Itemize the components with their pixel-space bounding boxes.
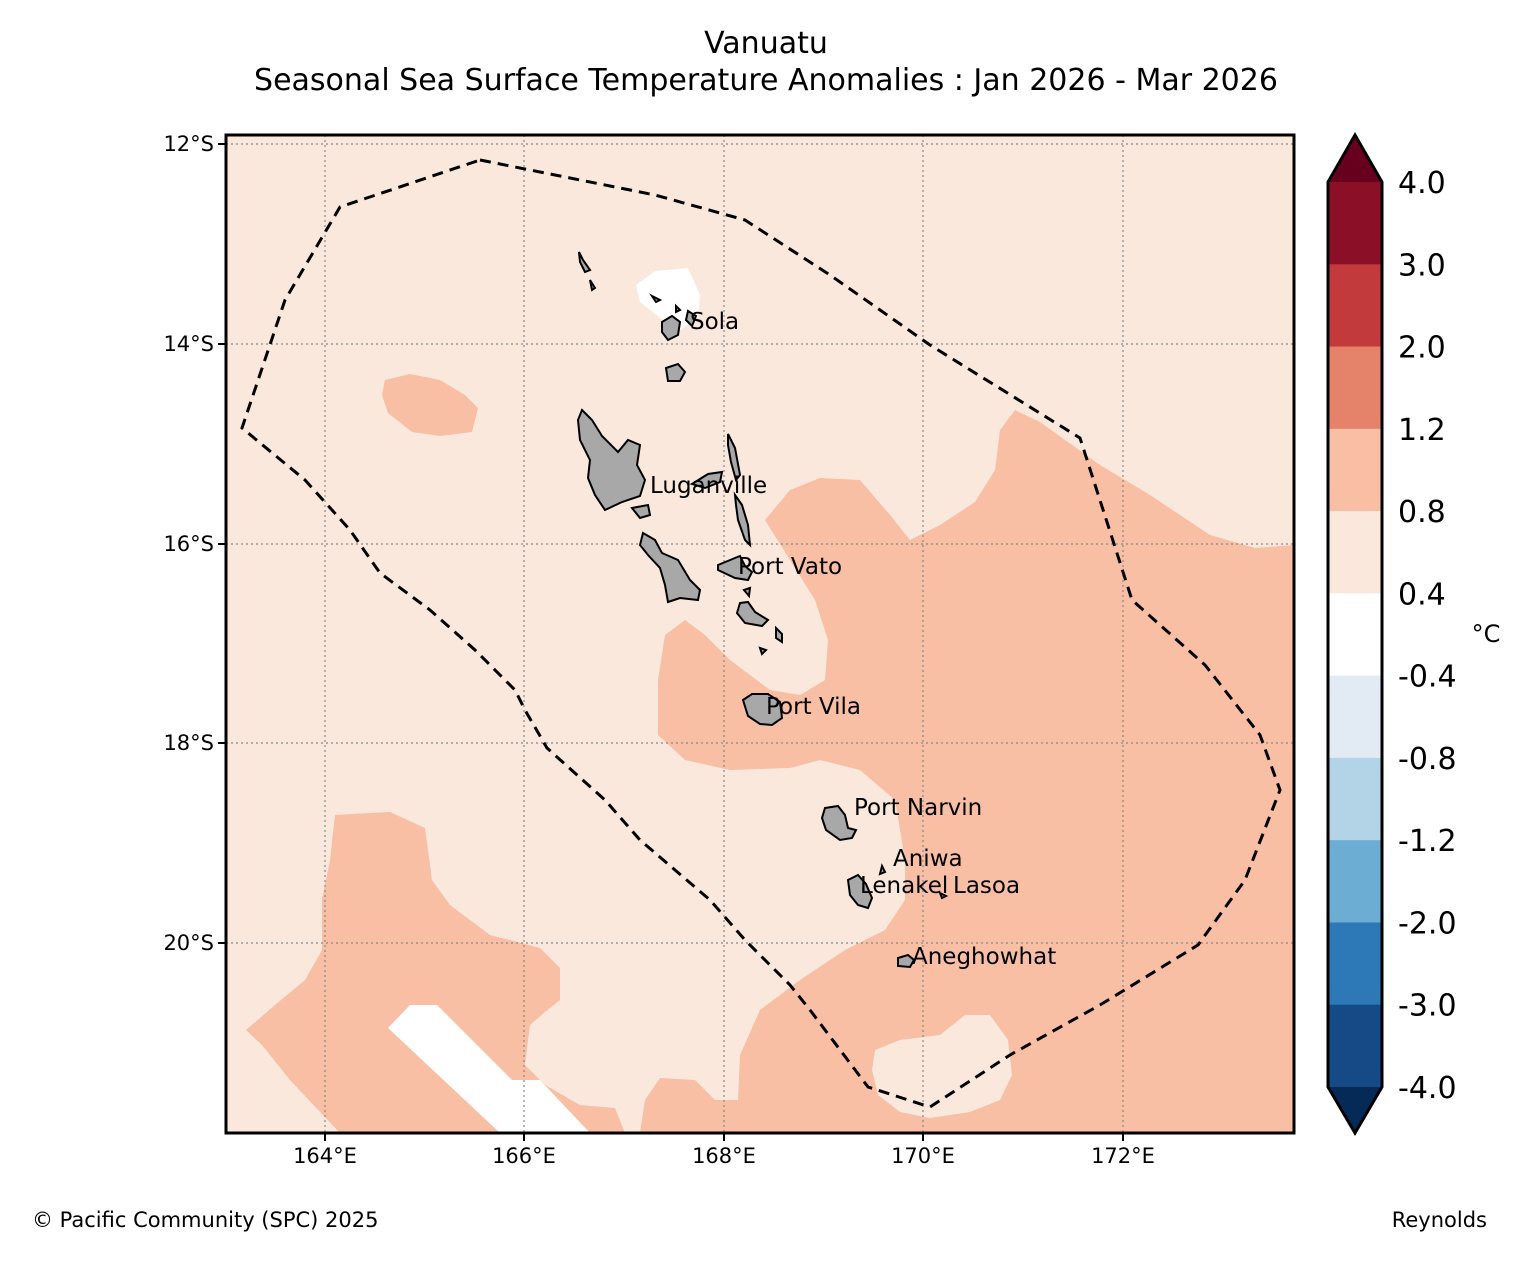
map-subtitle: Seasonal Sea Surface Temperature Anomali… — [254, 63, 1278, 98]
colorbar-tick-label: -4.0 — [1398, 1071, 1457, 1106]
lat-label-12s: 12°S — [163, 132, 214, 156]
colorbar-segment — [1328, 593, 1382, 677]
lat-label-16s: 16°S — [163, 532, 214, 556]
island-shepherds — [775, 625, 783, 644]
colorbar-segment — [1328, 840, 1382, 923]
eez-boundary — [240, 158, 1282, 1109]
lon-label-170e: 170°E — [891, 1144, 955, 1168]
place-label-port-vila: Port Vila — [766, 694, 861, 720]
island-paama — [742, 586, 752, 599]
lon-label-166e: 166°E — [492, 1144, 556, 1168]
island-banks-small-3 — [684, 309, 698, 328]
lat-label-18s: 18°S — [163, 731, 214, 755]
island-tanna — [846, 873, 874, 910]
colorbar-tick-label: 2.0 — [1398, 331, 1446, 366]
colorbar-segments — [1328, 182, 1382, 1088]
axis-ticks — [218, 143, 1124, 1141]
island-maewo — [727, 433, 742, 483]
colorbar-segment — [1328, 757, 1382, 841]
island-aneityum — [897, 953, 916, 969]
colorbar-tick-label: 4.0 — [1398, 166, 1446, 201]
longitude-labels: 164°E 166°E 168°E 170°E 172°E — [293, 1144, 1155, 1168]
copyright-text: © Pacific Community (SPC) 2025 — [32, 1208, 379, 1232]
warm-anomaly-patch-north-west — [382, 374, 478, 436]
neutral-anomaly-stripe — [388, 1005, 590, 1133]
lon-label-172e: 172°E — [1091, 1144, 1155, 1168]
colorbar-segment — [1328, 264, 1382, 348]
graticule — [226, 135, 1294, 1133]
colorbar-tick-label: -3.0 — [1398, 989, 1457, 1024]
colorbar-tick-label: 0.8 — [1398, 495, 1446, 530]
lon-label-164e: 164°E — [293, 1144, 357, 1168]
colorbar-tick-label: -1.2 — [1398, 824, 1457, 859]
lat-label-14s: 14°S — [163, 332, 214, 356]
place-label-lasoa: Lasoa — [953, 873, 1020, 899]
plot-frame — [224, 133, 1296, 1135]
colorbar-tick-label: -0.8 — [1398, 742, 1457, 777]
latitude-labels: 12°S 14°S 16°S 18°S 20°S — [163, 132, 214, 955]
island-shepherds-small — [758, 646, 768, 656]
island-banks-small — [649, 293, 663, 304]
colorbar: 4.0 3.0 2.0 1.2 0.8 0.4 -0.4 -0.8 -1.2 -2.0 -3.0 -4… — [1326, 131, 1501, 1136]
place-label-aneghowhat: Aneghowhat — [912, 944, 1056, 970]
colorbar-tick-label: 3.0 — [1398, 248, 1446, 283]
island-aniwa — [878, 863, 887, 876]
island-maewo-north — [664, 362, 687, 382]
colorbar-unit: °C — [1472, 620, 1501, 648]
map-title: Vanuatu — [704, 26, 828, 61]
colorbar-tick-label: 0.4 — [1398, 577, 1446, 612]
place-label-lenakel: Lenakel — [860, 873, 948, 899]
place-label-sola: Sola — [690, 309, 739, 335]
colorbar-tick-label: 1.2 — [1398, 413, 1446, 448]
colorbar-outline — [1326, 131, 1384, 1136]
lat-label-20s: 20°S — [163, 931, 214, 955]
island-banks-small-2 — [675, 303, 682, 314]
colorbar-tick-label: -0.4 — [1398, 660, 1457, 695]
lighter-region-south-east — [872, 1015, 1012, 1118]
island-epi — [735, 600, 770, 628]
islands — [576, 251, 949, 969]
data-source-text: Reynolds — [1391, 1208, 1487, 1232]
island-futuna — [938, 890, 949, 900]
colorbar-segment — [1328, 922, 1382, 1006]
island-torres — [578, 251, 592, 274]
island-espiritu-santo — [576, 408, 647, 512]
colorbar-segment — [1328, 182, 1382, 265]
island-pentecost — [733, 491, 752, 548]
island-malo — [630, 503, 652, 520]
colorbar-segment — [1328, 511, 1382, 594]
island-efate — [741, 693, 784, 727]
colorbar-tick-label: -2.0 — [1398, 906, 1457, 941]
island-erromango — [820, 804, 858, 842]
neutral-anomaly-patch-north — [636, 268, 700, 330]
colorbar-segment — [1328, 675, 1382, 759]
place-label-port-vato: Port Vato — [738, 554, 842, 580]
island-banks — [661, 314, 682, 342]
island-torres-south — [589, 279, 597, 292]
warm-anomaly-region-west — [246, 812, 625, 1133]
place-label-luganville: Luganville — [650, 473, 767, 499]
colorbar-bottom-extension — [1328, 1087, 1382, 1133]
colorbar-top-extension — [1328, 135, 1382, 182]
colorbar-segment — [1328, 1004, 1382, 1088]
colorbar-segment — [1328, 346, 1382, 430]
place-label-aniwa: Aniwa — [893, 846, 963, 872]
colorbar-segment — [1328, 428, 1382, 512]
island-ambrym — [717, 554, 754, 582]
island-malekula — [638, 531, 702, 604]
lon-label-168e: 168°E — [692, 1144, 756, 1168]
place-label-port-narvin: Port Narvin — [854, 795, 982, 821]
colorbar-labels: 4.0 3.0 2.0 1.2 0.8 0.4 -0.4 -0.8 -1.2 -2.0 -3.0 -4… — [1398, 166, 1457, 1106]
place-labels: Sola Luganville Port Vato Port Vila Port… — [650, 309, 1056, 970]
island-ambae — [689, 470, 724, 490]
